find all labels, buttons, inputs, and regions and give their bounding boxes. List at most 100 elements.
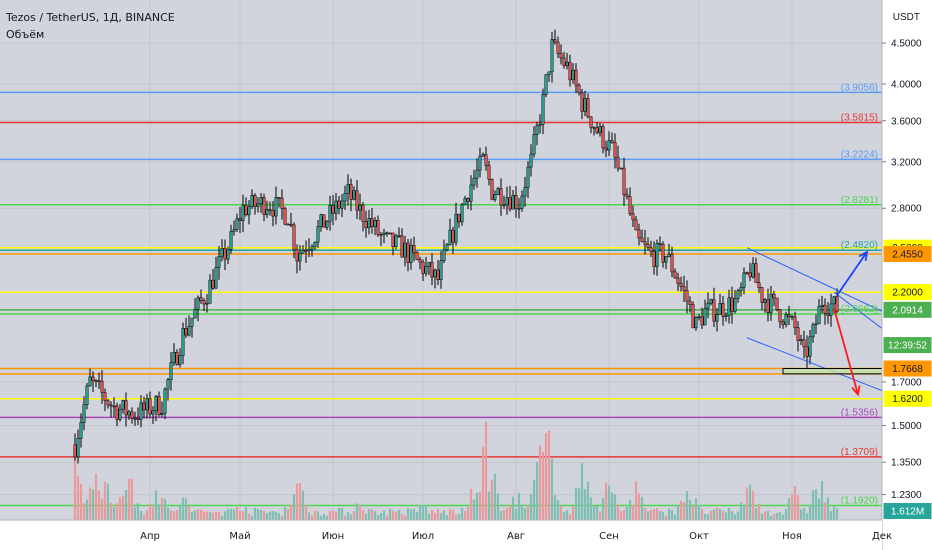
price-level-tag-bg xyxy=(883,284,932,301)
volume-bar xyxy=(370,509,374,520)
candle-body xyxy=(508,197,512,210)
candle-body xyxy=(511,194,515,210)
volume-bar xyxy=(823,502,827,520)
candle-body xyxy=(439,260,443,280)
level-label: (1.5356) xyxy=(841,407,878,418)
volume-bar xyxy=(280,515,284,520)
volume-bar xyxy=(283,507,287,520)
volume-bar xyxy=(556,500,560,520)
volume-bar xyxy=(307,512,311,520)
candle-body xyxy=(487,165,491,180)
volume-bar xyxy=(580,463,584,520)
time-tick-label: Ноя xyxy=(782,531,802,542)
volume-bar xyxy=(127,478,131,520)
volume-bar xyxy=(709,510,713,520)
candle-body xyxy=(271,210,275,217)
price-level-tag: 1.7668 xyxy=(892,364,923,375)
candle-body xyxy=(214,267,218,289)
candle-body xyxy=(301,249,305,254)
volume-bar xyxy=(412,508,416,520)
volume-bar xyxy=(757,503,761,520)
candle-body xyxy=(397,235,401,238)
time-tick-label: Июл xyxy=(412,531,434,542)
volume-bar xyxy=(802,508,806,520)
candle-body xyxy=(421,261,425,274)
volume-bar xyxy=(817,498,821,520)
candle-body xyxy=(571,69,575,81)
volume-bar xyxy=(649,509,653,520)
volume-bar xyxy=(550,458,554,520)
volume-bar xyxy=(295,483,299,520)
volume-bar xyxy=(538,445,542,520)
candle-body xyxy=(481,154,485,157)
candle-body xyxy=(472,177,476,186)
candle-body xyxy=(199,297,203,301)
volume-bar xyxy=(529,494,533,520)
candle-body xyxy=(634,219,638,231)
volume-bar xyxy=(388,508,392,520)
volume-bar xyxy=(109,502,113,520)
candle-body xyxy=(400,235,404,258)
volume-bar xyxy=(814,488,818,520)
volume-bar xyxy=(721,510,725,520)
volume-bar xyxy=(496,493,500,520)
candle-body xyxy=(160,413,164,415)
candle-body xyxy=(610,140,614,143)
volume-bar xyxy=(163,498,167,520)
candle-body xyxy=(727,297,731,317)
candle-body xyxy=(454,213,458,243)
volume-bar xyxy=(121,495,125,520)
candle-body xyxy=(607,140,611,151)
level-label: (2.0662) xyxy=(841,304,878,315)
volume-bar xyxy=(286,508,290,520)
candle-body xyxy=(430,262,434,278)
volume-bar xyxy=(337,507,341,520)
candle-body xyxy=(328,204,332,222)
candle-body xyxy=(640,237,644,242)
volume-bar xyxy=(385,515,389,520)
candle-body xyxy=(193,308,197,319)
candle-body xyxy=(808,336,812,357)
volume-bar xyxy=(154,490,158,520)
volume-bar xyxy=(97,490,101,520)
candle-body xyxy=(811,324,815,338)
candle-body xyxy=(637,229,641,239)
volume-bar xyxy=(319,515,323,520)
candle-body xyxy=(250,194,254,208)
volume-bar xyxy=(211,512,215,520)
candle-body xyxy=(292,224,296,251)
volume-bar xyxy=(331,510,335,520)
volume-bar xyxy=(766,511,770,520)
candle-body xyxy=(814,323,818,326)
time-tick-label: Сен xyxy=(599,531,619,542)
candle-body xyxy=(670,253,674,273)
price-tick-label: 4.0000 xyxy=(891,80,922,91)
volume-bar xyxy=(799,509,803,520)
volume-bar xyxy=(685,491,689,520)
volume-bar xyxy=(478,491,482,520)
volume-bar xyxy=(436,508,440,520)
volume-bar xyxy=(832,506,836,520)
candle-body xyxy=(829,303,833,316)
volume-bar xyxy=(433,512,437,520)
level-label: (2.8281) xyxy=(841,195,878,206)
level-label: (2.4820) xyxy=(841,240,878,251)
volume-bar xyxy=(244,507,248,520)
volume-bar xyxy=(160,497,164,520)
volume-bar xyxy=(616,503,620,520)
candle-body xyxy=(418,259,422,263)
volume-bar xyxy=(268,511,272,520)
volume-bar xyxy=(835,508,839,520)
countdown-tag-bg xyxy=(883,337,932,354)
candle-body xyxy=(304,249,308,252)
candle-body xyxy=(547,71,551,75)
candle-body xyxy=(583,98,587,112)
candle-body xyxy=(79,422,83,439)
volume-bar xyxy=(517,493,521,520)
volume-bar xyxy=(151,507,155,520)
volume-bar xyxy=(88,487,92,520)
candle-body xyxy=(787,314,791,317)
volume-bar xyxy=(700,508,704,520)
